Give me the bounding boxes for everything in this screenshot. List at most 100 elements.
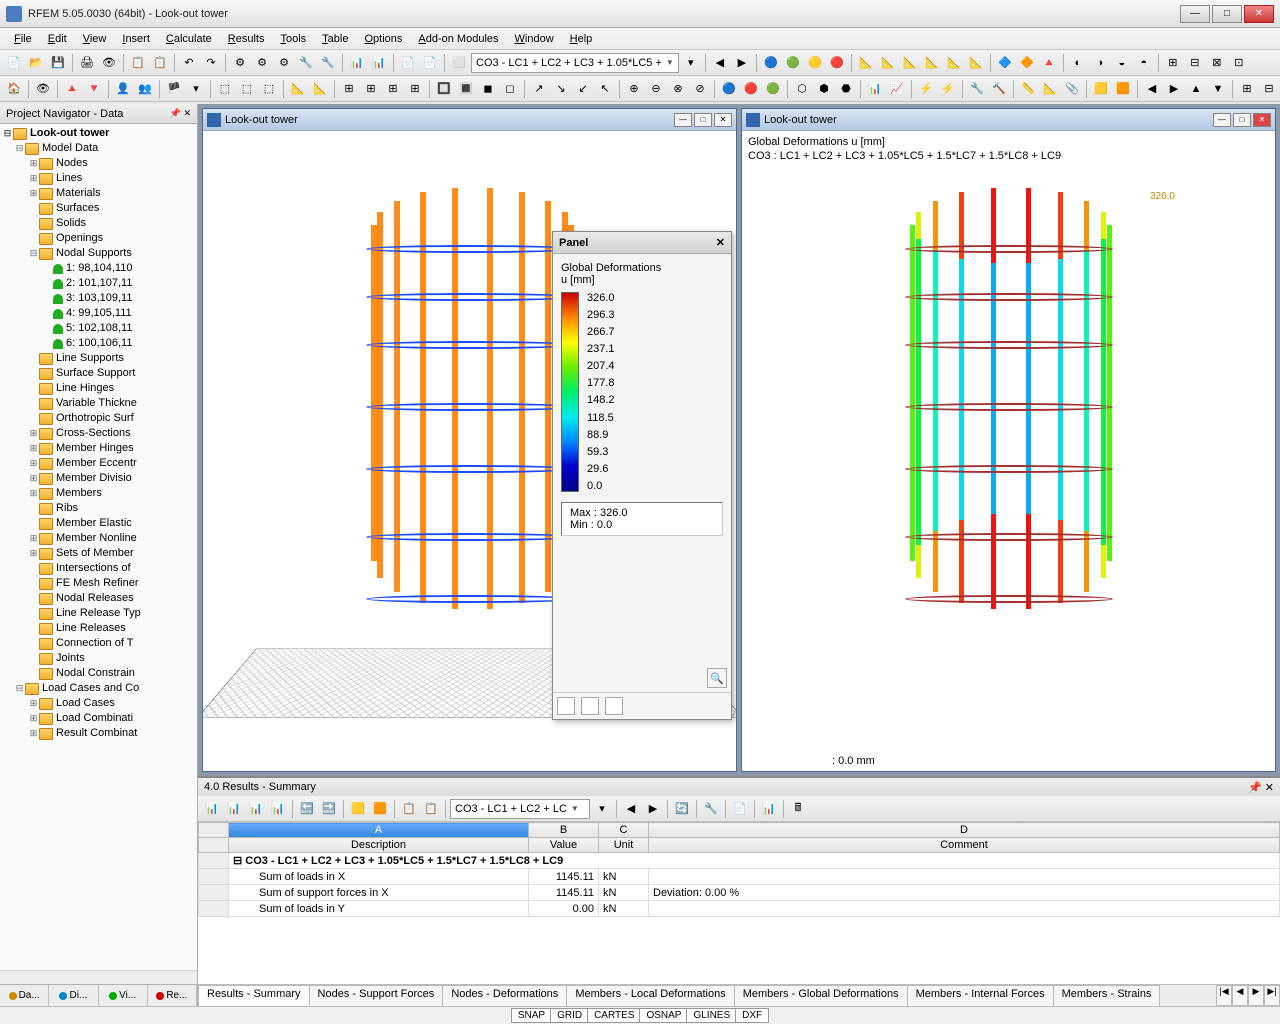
toolbar-button[interactable]: 📊	[202, 799, 222, 819]
pin-icon[interactable]: 📌 ✕	[170, 108, 191, 119]
menu-table[interactable]: Table	[314, 31, 356, 47]
results-tab[interactable]: Results - Summary	[198, 985, 310, 1006]
tree-item[interactable]: ⊟Load Cases and Co	[0, 681, 197, 696]
cell-description[interactable]: Sum of support forces in X	[229, 885, 529, 901]
toolbar-button[interactable]: 📐	[944, 53, 964, 73]
toolbar-button[interactable]: 📄	[398, 53, 418, 73]
row-header[interactable]	[199, 853, 229, 869]
view-maximize[interactable]: □	[694, 113, 712, 127]
panel-close-icon[interactable]: ✕	[716, 236, 725, 249]
toolbar-button[interactable]: 🔨	[989, 79, 1009, 99]
toolbar-button[interactable]: 🟢	[763, 79, 783, 99]
toolbar-button[interactable]: ↗	[529, 79, 549, 99]
menu-tools[interactable]: Tools	[272, 31, 314, 47]
tab-nav-button[interactable]: ▶|	[1264, 985, 1280, 1006]
tree-item[interactable]: ⊞Lines	[0, 171, 197, 186]
toolbar-button[interactable]: 🔷	[995, 53, 1015, 73]
zoom-icon[interactable]: 🔍	[707, 668, 727, 688]
cell-comment[interactable]: Deviation: 0.00 %	[649, 885, 1280, 901]
tree-item[interactable]: Member Elastic	[0, 516, 197, 531]
toolbar-button[interactable]: ◑	[1090, 53, 1110, 73]
tree-item[interactable]: Surface Support	[0, 366, 197, 381]
menu-file[interactable]: File	[6, 31, 40, 47]
tree-item[interactable]: Line Hinges	[0, 381, 197, 396]
toolbar-button[interactable]: 🔶	[1017, 53, 1037, 73]
results-tab[interactable]: Nodes - Support Forces	[309, 985, 444, 1006]
maximize-button[interactable]: □	[1212, 5, 1242, 23]
tree-item[interactable]: 4: 99,105,111	[0, 306, 197, 321]
toolbar-button[interactable]: 🔴	[741, 79, 761, 99]
toolbar-button[interactable]: ▾	[592, 799, 612, 819]
tree-item[interactable]: Nodal Releases	[0, 591, 197, 606]
col-header[interactable]: Value	[529, 838, 599, 853]
toolbar-button[interactable]: ⬣	[836, 79, 856, 99]
toolbar-button[interactable]: ▶	[1164, 79, 1184, 99]
toolbar-button[interactable]: 🔧	[318, 53, 338, 73]
panel-tab-2[interactable]	[581, 697, 599, 715]
tree-item[interactable]: ⊞Load Combinati	[0, 711, 197, 726]
row-header[interactable]	[199, 869, 229, 885]
toolbar-button[interactable]: 📄	[420, 53, 440, 73]
tree-item[interactable]: ⊞Cross-Sections	[0, 426, 197, 441]
view-maximize[interactable]: □	[1233, 113, 1251, 127]
toolbar-button[interactable]: 🔵	[761, 53, 781, 73]
results-tab[interactable]: Members - Local Deformations	[566, 985, 734, 1006]
toolbar-button[interactable]: 🔵	[719, 79, 739, 99]
toolbar-button[interactable]: ◀	[621, 799, 641, 819]
toolbar-button[interactable]: ⊞	[1163, 53, 1183, 73]
tree-item[interactable]: ⊞Materials	[0, 186, 197, 201]
toolbar-button[interactable]: 🔧	[296, 53, 316, 73]
toolbar-button[interactable]: 📎	[1062, 79, 1082, 99]
menu-options[interactable]: Options	[356, 31, 410, 47]
toolbar-button[interactable]: 📊	[224, 799, 244, 819]
row-header[interactable]	[199, 901, 229, 917]
col-header[interactable]: Comment	[649, 838, 1280, 853]
toolbar-button[interactable]: ↖	[595, 79, 615, 99]
status-toggle-dxf[interactable]: DXF	[735, 1008, 769, 1023]
toolbar-button[interactable]: ▾	[681, 53, 701, 73]
toolbar-button[interactable]: ◀	[1142, 79, 1162, 99]
tree-item[interactable]: ⊞Member Divisio	[0, 471, 197, 486]
tree-item[interactable]: Solids	[0, 216, 197, 231]
toolbar-button[interactable]: 📐	[1040, 79, 1060, 99]
status-toggle-osnap[interactable]: OSNAP	[639, 1008, 688, 1023]
tree-item[interactable]: Line Releases	[0, 621, 197, 636]
toolbar-button[interactable]: ⬚	[259, 79, 279, 99]
toolbar-button[interactable]: 📐	[900, 53, 920, 73]
close-button[interactable]: ✕	[1244, 5, 1274, 23]
toolbar-button[interactable]: ▶	[732, 53, 752, 73]
toolbar-button[interactable]: 📋	[128, 53, 148, 73]
cell-value[interactable]: 0.00	[529, 901, 599, 917]
toolbar-button[interactable]: ⊞	[1237, 79, 1257, 99]
tree-item[interactable]: Line Release Typ	[0, 606, 197, 621]
toolbar-button[interactable]: 📐	[878, 53, 898, 73]
tree-item[interactable]: 3: 103,109,11	[0, 291, 197, 306]
cell-description[interactable]: Sum of loads in X	[229, 869, 529, 885]
toolbar-button[interactable]: 🟧	[370, 799, 390, 819]
toolbar-button[interactable]: ◓	[1134, 53, 1154, 73]
tree-item[interactable]: Ribs	[0, 501, 197, 516]
toolbar-button[interactable]: ⊗	[668, 79, 688, 99]
menu-help[interactable]: Help	[562, 31, 601, 47]
menu-view[interactable]: View	[75, 31, 115, 47]
tree-item[interactable]: ⊞Member Hinges	[0, 441, 197, 456]
toolbar-button[interactable]: 👤	[113, 79, 133, 99]
tree-item[interactable]: Variable Thickne	[0, 396, 197, 411]
toolbar-button[interactable]: ⬡	[792, 79, 812, 99]
toolbar-button[interactable]: ◐	[1068, 53, 1088, 73]
toolbar-button[interactable]: 🟨	[1091, 79, 1111, 99]
toolbar-button[interactable]: 📐	[966, 53, 986, 73]
cell-unit[interactable]: kN	[599, 901, 649, 917]
panel-tab-1[interactable]	[557, 697, 575, 715]
toolbar-button[interactable]: ⊟	[1185, 53, 1205, 73]
toolbar-button[interactable]: ⚡	[938, 79, 958, 99]
tree-item[interactable]: ⊞Load Cases	[0, 696, 197, 711]
toolbar-button[interactable]: 🏴	[164, 79, 184, 99]
view-close[interactable]: ✕	[1253, 113, 1271, 127]
menu-add-on-modules[interactable]: Add-on Modules	[410, 31, 506, 47]
tree-item[interactable]: Intersections of	[0, 561, 197, 576]
view-minimize[interactable]: —	[674, 113, 692, 127]
legend-panel[interactable]: Panel ✕ Global Deformations u [mm] 326.0…	[552, 231, 732, 720]
menu-insert[interactable]: Insert	[114, 31, 158, 47]
toolbar-button[interactable]: 📋	[399, 799, 419, 819]
